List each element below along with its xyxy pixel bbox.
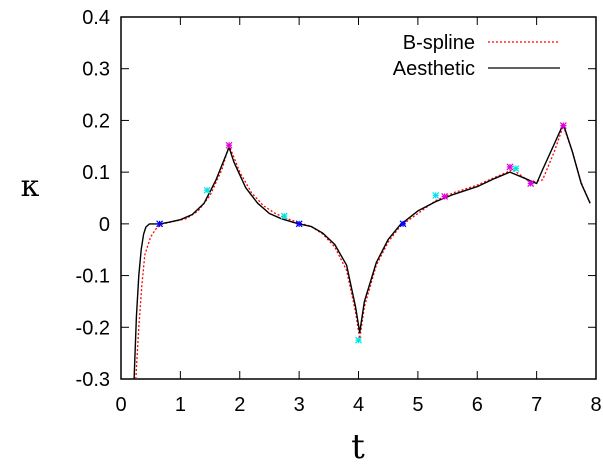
series-layer: [133, 123, 591, 379]
series-line-b-spline: [135, 124, 591, 379]
series-line-aesthetic: [133, 123, 591, 379]
data-marker: [559, 122, 567, 130]
x-tick-label: 1: [175, 394, 186, 416]
data-marker: [295, 220, 303, 228]
x-axis-label: t: [351, 427, 365, 465]
data-marker: [203, 186, 211, 194]
y-axis-label: κ: [21, 169, 40, 204]
legend-label: B-spline: [403, 32, 475, 54]
marker-layer: [156, 122, 567, 344]
y-tick-label: 0.3: [82, 59, 110, 81]
y-tick-label: 0.4: [82, 7, 110, 29]
data-marker: [527, 180, 535, 187]
data-marker: [355, 336, 362, 344]
x-tick-label: 3: [294, 394, 305, 416]
x-tick-label: 6: [472, 394, 483, 416]
legend-label: Aesthetic: [393, 58, 475, 80]
y-tick-label: -0.2: [76, 317, 110, 339]
y-tick-label: 0.1: [82, 162, 110, 184]
data-marker: [432, 191, 440, 199]
x-tick-label: 4: [353, 394, 364, 416]
x-tick-label: 0: [115, 394, 126, 416]
data-marker: [441, 193, 449, 200]
tick-labels: 0 1 2 3 4 5 6 7 8 -0.3 -0.2 -0.1 0 0.1 0.2 0.3 0.4: [76, 7, 602, 416]
x-tick-label: 5: [412, 394, 423, 416]
data-marker: [280, 212, 288, 220]
data-marker: [399, 220, 407, 228]
x-tick-label: 8: [590, 394, 601, 416]
x-tick-label: 7: [531, 394, 542, 416]
y-tick-label: -0.3: [76, 369, 110, 391]
legend: B-spline Aesthetic: [393, 32, 560, 80]
tick-marks: [120, 16, 597, 380]
data-marker: [225, 141, 233, 149]
x-tick-label: 2: [234, 394, 245, 416]
y-tick-label: -0.1: [76, 266, 110, 288]
y-tick-label: 0.2: [82, 110, 110, 132]
data-marker: [506, 163, 514, 171]
y-tick-label: 0: [99, 214, 110, 236]
data-marker: [512, 165, 520, 172]
data-marker: [156, 220, 164, 228]
